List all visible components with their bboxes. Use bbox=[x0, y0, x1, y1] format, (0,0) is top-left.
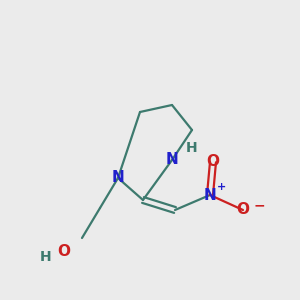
Text: O: O bbox=[206, 154, 220, 169]
Text: H: H bbox=[186, 141, 198, 155]
Text: N: N bbox=[204, 188, 216, 202]
Text: N: N bbox=[166, 152, 178, 167]
Text: H: H bbox=[40, 250, 52, 264]
Text: −: − bbox=[253, 198, 265, 212]
Text: O: O bbox=[58, 244, 70, 260]
Text: +: + bbox=[216, 182, 226, 192]
Text: O: O bbox=[236, 202, 250, 217]
Text: N: N bbox=[112, 170, 124, 185]
